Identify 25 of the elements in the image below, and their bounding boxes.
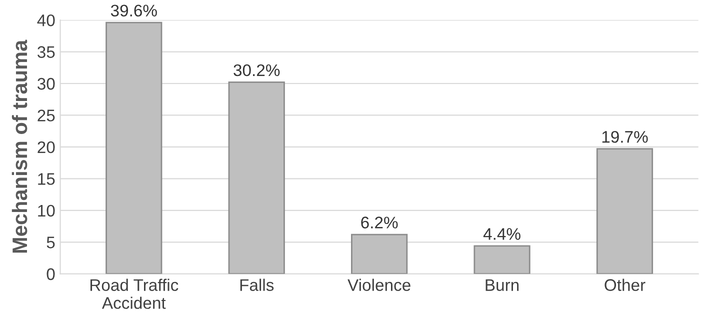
y-tick-label: 30	[38, 78, 55, 90]
y-tick-label: 0	[46, 268, 55, 280]
x-tick-label: Falls	[240, 278, 274, 291]
x-tick-label: Burn	[486, 279, 519, 291]
x-tick-label: Road Traffic Accident	[90, 278, 178, 309]
y-tick-label: 15	[38, 173, 55, 185]
bar	[228, 82, 285, 274]
y-tick-label: 5	[46, 236, 55, 248]
y-tick-label: 10	[38, 204, 55, 217]
bar	[474, 245, 530, 274]
bar	[351, 234, 408, 274]
data-label: 19.7%	[602, 130, 648, 143]
bar	[596, 148, 654, 274]
y-tick-label: 20	[38, 141, 55, 154]
data-label: 6.2%	[361, 216, 398, 228]
y-tick-label: 25	[38, 110, 55, 122]
data-label: 30.2%	[234, 64, 280, 76]
bar	[106, 22, 162, 274]
y-tick-label: 40	[37, 14, 55, 26]
x-tick-label: Other	[604, 278, 646, 291]
x-tick-label: Violence	[348, 278, 410, 291]
y-axis-title: Mechanism of trauma	[12, 40, 28, 253]
data-label: 4.4%	[483, 228, 520, 240]
data-label: 39.6%	[110, 4, 157, 17]
y-tick-label: 35	[38, 46, 55, 58]
